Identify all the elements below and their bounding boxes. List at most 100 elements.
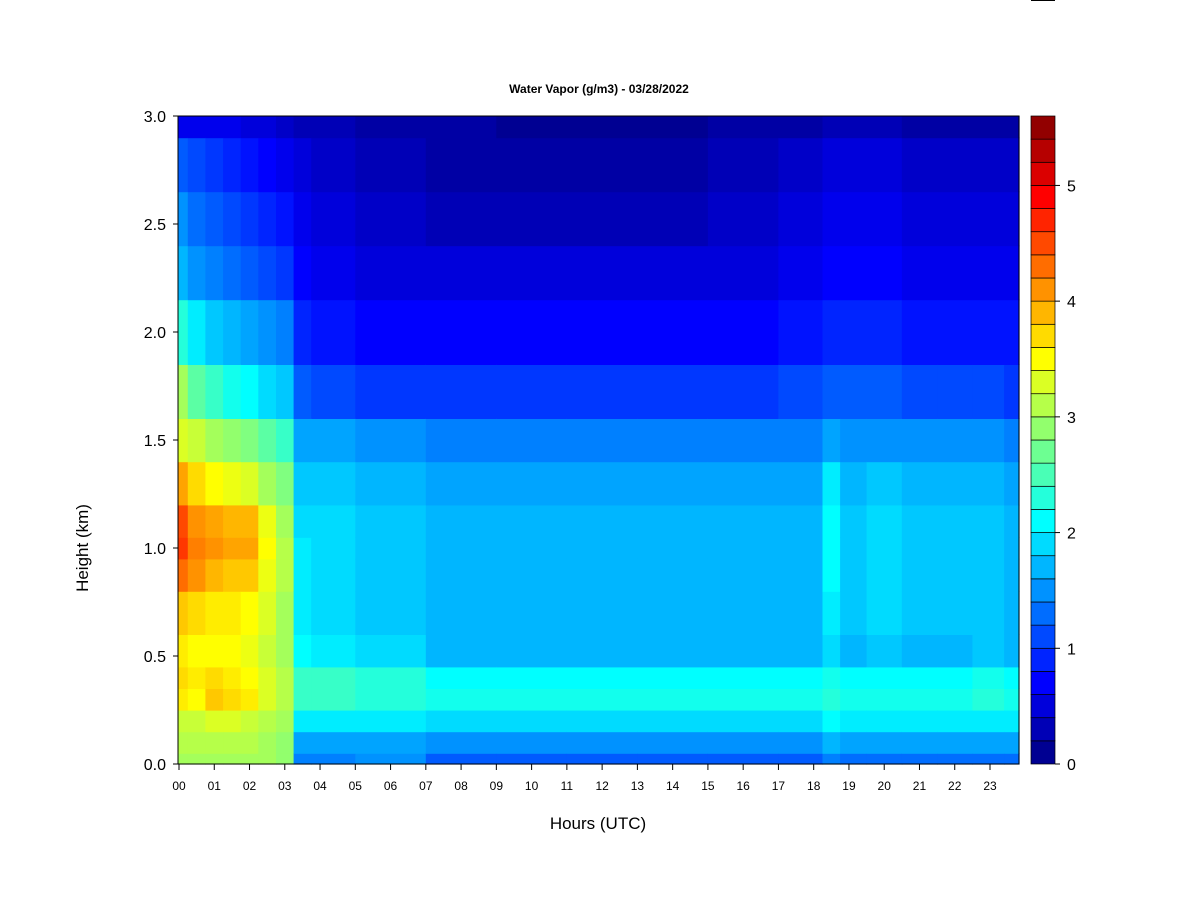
- heatmap-cell: [937, 299, 973, 365]
- heatmap-cell: [258, 710, 277, 733]
- heatmap-cell: [205, 364, 224, 419]
- heatmap-cell: [205, 666, 224, 689]
- heatmap-cell: [355, 191, 427, 247]
- x-tick-label: 21: [913, 779, 927, 793]
- x-tick-label: 10: [525, 779, 539, 793]
- heatmap-cell: [240, 116, 259, 139]
- x-tick-label: 16: [736, 779, 750, 793]
- heatmap-cell: [178, 688, 189, 711]
- heatmap-cell: [311, 504, 356, 538]
- heatmap-cell: [496, 364, 568, 419]
- heatmap-cell: [840, 558, 868, 592]
- x-tick-label: 19: [842, 779, 856, 793]
- heatmap-cell: [425, 537, 497, 560]
- heatmap-cell: [240, 299, 259, 365]
- heatmap-cell: [293, 418, 312, 463]
- heatmap-cell: [866, 116, 903, 139]
- heatmap-cell: [276, 245, 295, 301]
- heatmap-cell: [937, 591, 973, 635]
- heatmap-cell: [240, 537, 259, 560]
- heatmap-cell: [937, 461, 973, 506]
- heatmap-cell: [276, 634, 295, 668]
- heatmap-cell: [707, 688, 779, 711]
- heatmap-cell: [240, 137, 259, 193]
- heatmap-cell: [258, 634, 277, 668]
- heatmap-cell: [276, 191, 295, 247]
- heatmap-cell: [822, 710, 841, 733]
- heatmap-cell: [223, 753, 242, 765]
- heatmap-cell: [822, 634, 841, 668]
- heatmap-cell: [566, 558, 638, 592]
- heatmap-cell: [707, 137, 779, 193]
- heatmap-cell: [866, 710, 903, 733]
- x-tick-label: 01: [208, 779, 222, 793]
- heatmap-cell: [355, 504, 427, 538]
- colorbar-tick-label: 5: [1067, 178, 1076, 195]
- heatmap-cell: [866, 634, 903, 668]
- heatmap-cell: [566, 299, 638, 365]
- heatmap-cell: [293, 591, 312, 635]
- colorbar-swatch: [1030, 647, 1056, 672]
- colorbar-swatch: [1030, 254, 1056, 279]
- heatmap-cell: [972, 418, 1005, 463]
- heatmap-cell: [293, 537, 312, 560]
- heatmap-cell: [840, 731, 868, 754]
- heatmap-cell: [187, 591, 206, 635]
- heatmap-cell: [355, 634, 427, 668]
- heatmap-cell: [240, 245, 259, 301]
- heatmap-cell: [311, 731, 356, 754]
- heatmap-cell: [937, 731, 973, 754]
- heatmap-cell: [355, 137, 427, 193]
- heatmap-cell: [178, 753, 189, 765]
- x-tick-label: 06: [384, 779, 398, 793]
- heatmap-cell: [258, 116, 277, 139]
- heatmap-cell: [293, 753, 312, 765]
- heatmap-cell: [901, 753, 938, 765]
- heatmap-cell: [1004, 364, 1020, 419]
- heatmap-cell: [425, 710, 497, 733]
- x-tick-label: 00: [172, 779, 186, 793]
- heatmap-cell: [778, 537, 824, 560]
- heatmap-cell: [707, 537, 779, 560]
- heatmap-cell: [187, 418, 206, 463]
- heatmap-cell: [258, 461, 277, 506]
- colorbar-swatch: [1030, 161, 1056, 186]
- heatmap-cell: [840, 753, 868, 765]
- heatmap-cell: [276, 731, 295, 754]
- heatmap-cell: [566, 191, 638, 247]
- heatmap-cell: [223, 191, 242, 247]
- heatmap-cell: [223, 299, 242, 365]
- heatmap-cell: [187, 116, 206, 139]
- heatmap-cell: [972, 666, 1005, 689]
- heatmap-cell: [355, 710, 427, 733]
- heatmap-cell: [240, 191, 259, 247]
- heatmap-cell: [778, 634, 824, 668]
- heatmap-cell: [205, 634, 224, 668]
- heatmap-cell: [972, 688, 1005, 711]
- heatmap-cell: [178, 299, 189, 365]
- heatmap-cell: [223, 710, 242, 733]
- heatmap-cell: [187, 461, 206, 506]
- heatmap-cell: [866, 461, 903, 506]
- heatmap-cell: [822, 753, 841, 765]
- heatmap-cell: [223, 537, 242, 560]
- colorbar-tick-label: 1: [1067, 641, 1076, 658]
- heatmap-cell: [276, 299, 295, 365]
- heatmap-cell: [866, 418, 903, 463]
- heatmap-cell: [566, 731, 638, 754]
- heatmap-cell: [258, 418, 277, 463]
- heatmap-cell: [240, 666, 259, 689]
- heatmap-cell: [293, 731, 312, 754]
- heatmap-cell: [293, 666, 312, 689]
- heatmap-cell: [293, 116, 312, 139]
- heatmap-cell: [901, 591, 938, 635]
- x-tick-label: 17: [772, 779, 786, 793]
- heatmap-cell: [425, 731, 497, 754]
- heatmap-cell: [187, 137, 206, 193]
- heatmap-cell: [496, 634, 568, 668]
- heatmap-cell: [223, 634, 242, 668]
- heatmap-cell: [496, 537, 568, 560]
- heatmap-cell: [972, 558, 1005, 592]
- colorbar-swatch: [1030, 601, 1056, 626]
- heatmap-cell: [566, 537, 638, 560]
